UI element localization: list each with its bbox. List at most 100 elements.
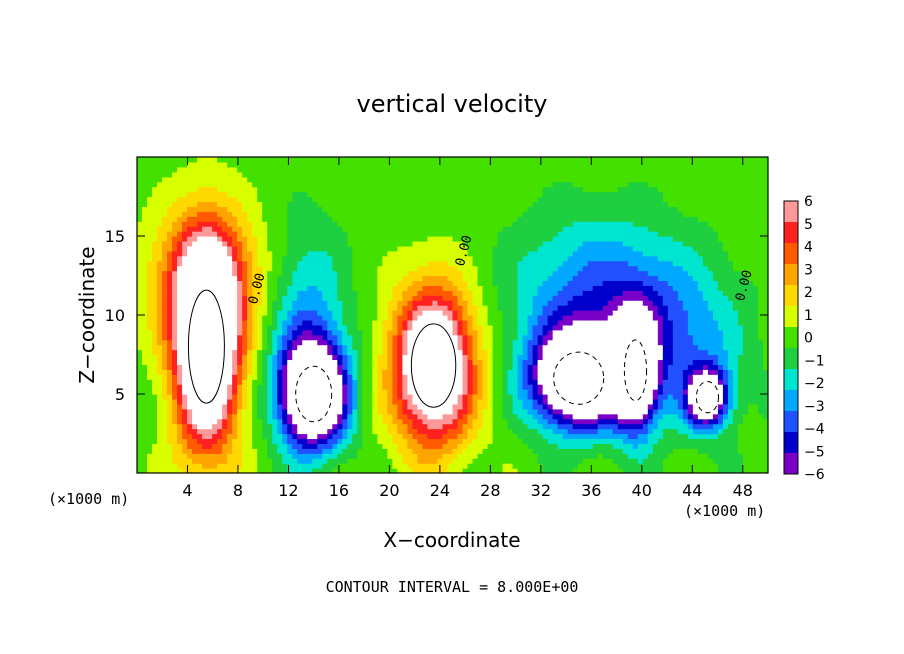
heatmap-cell [172, 463, 178, 469]
heatmap-cell [357, 216, 363, 222]
heatmap-cell [137, 324, 143, 331]
heatmap-cell [437, 324, 444, 331]
heatmap-cell [422, 181, 429, 188]
heatmap-cell [157, 438, 163, 444]
heatmap-cell [277, 231, 283, 237]
heatmap-cell [202, 423, 208, 430]
heatmap-cell [297, 265, 303, 272]
heatmap-cell [302, 389, 308, 395]
heatmap-cell [482, 216, 489, 222]
heatmap-cell [152, 290, 158, 296]
heatmap-cell [227, 458, 233, 464]
heatmap-cell [157, 300, 163, 306]
heatmap-cell [477, 201, 484, 207]
heatmap-cell [167, 339, 173, 346]
heatmap-cell [412, 260, 419, 267]
heatmap-cell [222, 433, 228, 440]
heatmap-cell [332, 389, 338, 395]
heatmap-cell [437, 344, 444, 351]
heatmap-cell [352, 324, 358, 331]
heatmap-cell [362, 443, 368, 449]
heatmap-cell [257, 221, 263, 227]
heatmap-cell [522, 453, 529, 459]
heatmap-cell [357, 339, 363, 346]
heatmap-cell [332, 270, 338, 277]
heatmap-cell [217, 463, 223, 469]
heatmap-cell [237, 334, 243, 341]
heatmap-cell [162, 290, 168, 296]
heatmap-cell [452, 295, 459, 301]
heatmap-cell [517, 403, 524, 410]
heatmap-cell [242, 240, 248, 247]
heatmap-cell [187, 176, 193, 183]
heatmap-cell [452, 305, 459, 311]
heatmap-cell [467, 231, 474, 237]
heatmap-cell [492, 453, 499, 459]
heatmap-cell [442, 171, 449, 178]
heatmap-cell [197, 157, 203, 163]
heatmap-cell [377, 428, 383, 435]
heatmap-cell [272, 250, 278, 257]
heatmap-cell [307, 334, 313, 341]
heatmap-cell [187, 458, 193, 464]
heatmap-cell [307, 468, 313, 473]
heatmap-cell [502, 231, 509, 237]
heatmap-cell [167, 176, 173, 183]
heatmap-cell [432, 250, 439, 257]
heatmap-cell [367, 448, 373, 454]
heatmap-cell [182, 196, 188, 203]
heatmap-cell [232, 310, 238, 316]
heatmap-cell [352, 403, 358, 410]
heatmap-cell [227, 369, 233, 375]
heatmap-cell [302, 324, 308, 331]
heatmap-cell [257, 191, 263, 198]
heatmap-cell [197, 315, 203, 321]
heatmap-cell [492, 398, 499, 405]
heatmap-cell [307, 319, 313, 326]
heatmap-cell [227, 334, 233, 341]
heatmap-cell [422, 334, 429, 341]
heatmap-cell [462, 428, 469, 435]
heatmap-cell [417, 157, 424, 163]
heatmap-cell [357, 236, 363, 242]
heatmap-cell [447, 295, 454, 301]
heatmap-cell [362, 236, 368, 242]
heatmap-cell [482, 211, 489, 217]
heatmap-cell [277, 359, 283, 365]
heatmap-cell [462, 245, 469, 252]
heatmap-cell [172, 157, 178, 163]
heatmap-cell [342, 191, 348, 198]
heatmap-cell [227, 166, 233, 173]
heatmap-cell [347, 413, 353, 420]
heatmap-cell [147, 349, 153, 356]
heatmap-cell [492, 344, 499, 351]
heatmap-cell [392, 433, 399, 440]
heatmap-cell [442, 216, 449, 222]
heatmap-cell [352, 290, 358, 296]
heatmap-cell [207, 403, 213, 410]
heatmap-cell [277, 196, 283, 203]
heatmap-cell [197, 468, 203, 473]
heatmap-cell [352, 226, 358, 232]
heatmap-cell [452, 255, 459, 262]
heatmap-cell [392, 270, 399, 277]
heatmap-cell [307, 448, 313, 454]
heatmap-cell [437, 290, 444, 296]
heatmap-cell [357, 275, 363, 282]
heatmap-cell [387, 211, 394, 217]
heatmap-cell [377, 389, 383, 395]
heatmap-cell [412, 255, 419, 262]
heatmap-cell [357, 245, 363, 252]
heatmap-cell [467, 191, 474, 198]
heatmap-cell [452, 226, 459, 232]
heatmap-cell [262, 384, 268, 390]
heatmap-cell [297, 285, 303, 291]
heatmap-cell [337, 389, 343, 395]
heatmap-cell [422, 305, 429, 311]
heatmap-cell [232, 364, 238, 370]
heatmap-cell [517, 398, 524, 405]
heatmap-cell [522, 181, 529, 188]
heatmap-cell [457, 211, 464, 217]
heatmap-cell [357, 403, 363, 410]
heatmap-cell [512, 389, 519, 395]
